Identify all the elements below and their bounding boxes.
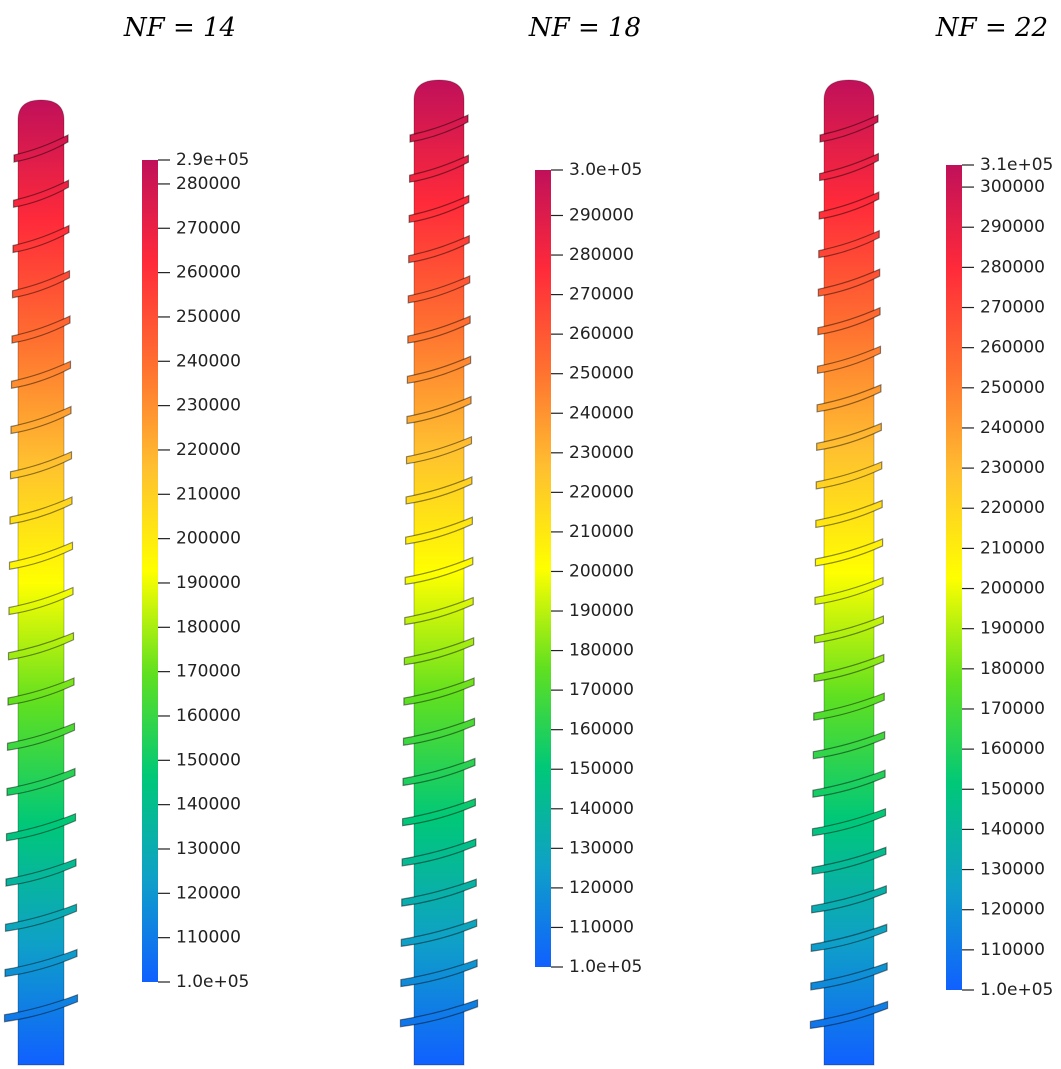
tick-label: 190000 bbox=[980, 619, 1045, 639]
tick-label: 200000 bbox=[980, 579, 1045, 599]
tick-label: 230000 bbox=[980, 458, 1045, 478]
tick-label: 130000 bbox=[176, 839, 241, 859]
tick-label: 260000 bbox=[569, 324, 634, 344]
tick-label: 250000 bbox=[569, 364, 634, 384]
tick-label: 190000 bbox=[569, 601, 634, 621]
tick-label: 220000 bbox=[980, 498, 1045, 518]
tick-label: 180000 bbox=[176, 617, 241, 637]
tick-label: 120000 bbox=[569, 878, 634, 898]
tick-label: 280000 bbox=[980, 257, 1045, 277]
panel-title: NF = 22 bbox=[935, 13, 1048, 43]
tick-label: 170000 bbox=[980, 699, 1045, 719]
tick-label: 220000 bbox=[176, 440, 241, 460]
tick-label: 180000 bbox=[569, 641, 634, 661]
tick-label: 280000 bbox=[569, 245, 634, 265]
tick-label: 270000 bbox=[569, 285, 634, 305]
tick-label: 210000 bbox=[980, 538, 1045, 558]
tick-label: 140000 bbox=[980, 819, 1045, 839]
tick-label: 230000 bbox=[569, 443, 634, 463]
tick-label: 190000 bbox=[176, 573, 241, 593]
tick-label: 160000 bbox=[980, 739, 1045, 759]
tick-label: 230000 bbox=[176, 396, 241, 416]
tick-label: 180000 bbox=[980, 659, 1045, 679]
tick-label: 280000 bbox=[176, 174, 241, 194]
tick-label: 170000 bbox=[569, 680, 634, 700]
tick-label: 130000 bbox=[569, 838, 634, 858]
tick-label: 200000 bbox=[176, 529, 241, 549]
tick-label: 2.9e+05 bbox=[176, 150, 249, 170]
panel-title: NF = 14 bbox=[123, 13, 236, 43]
tick-label: 290000 bbox=[569, 205, 634, 225]
tick-label: 110000 bbox=[980, 940, 1045, 960]
tick-label: 300000 bbox=[980, 177, 1045, 197]
tick-label: 110000 bbox=[569, 917, 634, 937]
tick-label: 210000 bbox=[569, 522, 634, 542]
colorbar bbox=[142, 160, 158, 982]
tick-label: 3.1e+05 bbox=[980, 155, 1053, 175]
tick-label: 170000 bbox=[176, 662, 241, 682]
tick-label: 150000 bbox=[176, 750, 241, 770]
tick-label: 270000 bbox=[176, 218, 241, 238]
tick-label: 290000 bbox=[980, 217, 1045, 237]
tick-label: 240000 bbox=[176, 351, 241, 371]
tick-label: 260000 bbox=[980, 338, 1045, 358]
tick-label: 3.0e+05 bbox=[569, 160, 642, 180]
tick-label: 200000 bbox=[569, 561, 634, 581]
tick-label: 1.0e+05 bbox=[980, 980, 1053, 1000]
tick-label: 150000 bbox=[980, 779, 1045, 799]
tick-label: 140000 bbox=[176, 795, 241, 815]
tick-label: 270000 bbox=[980, 298, 1045, 318]
tick-label: 110000 bbox=[176, 928, 241, 948]
colorbar bbox=[946, 165, 962, 990]
tick-label: 240000 bbox=[980, 418, 1045, 438]
panel-title: NF = 18 bbox=[528, 13, 641, 43]
tick-label: 160000 bbox=[569, 720, 634, 740]
tick-label: 250000 bbox=[176, 307, 241, 327]
tick-label: 240000 bbox=[569, 403, 634, 423]
tick-label: 120000 bbox=[980, 900, 1045, 920]
tick-label: 1.0e+05 bbox=[569, 957, 642, 977]
tick-label: 130000 bbox=[980, 860, 1045, 880]
figure: NF = 14 2.9e+05 280000 270000 260000 250000 24… bbox=[0, 0, 1061, 1069]
colorbar bbox=[535, 170, 551, 967]
tick-label: 140000 bbox=[569, 799, 634, 819]
tick-label: 160000 bbox=[176, 706, 241, 726]
tick-label: 210000 bbox=[176, 484, 241, 504]
tick-label: 120000 bbox=[176, 883, 241, 903]
screw-shaft bbox=[824, 80, 874, 1065]
tick-label: 250000 bbox=[980, 378, 1045, 398]
tick-label: 150000 bbox=[569, 759, 634, 779]
tick-label: 260000 bbox=[176, 263, 241, 283]
tick-label: 220000 bbox=[569, 482, 634, 502]
tick-label: 1.0e+05 bbox=[176, 972, 249, 992]
